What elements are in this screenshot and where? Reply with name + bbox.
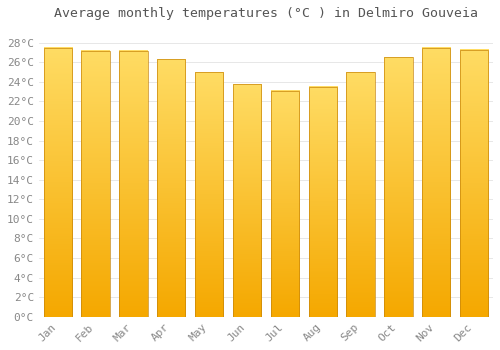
Bar (270, 91, 299, 317)
Bar (119, 50, 148, 317)
Bar (422, 48, 450, 317)
Bar (233, 84, 261, 317)
Bar (460, 50, 488, 317)
Bar (44, 48, 72, 317)
Title: Average monthly temperatures (°C ) in Delmiro Gouveia: Average monthly temperatures (°C ) in De… (54, 7, 478, 20)
Bar (384, 57, 412, 317)
Bar (308, 87, 337, 317)
Bar (195, 72, 224, 317)
Bar (346, 72, 375, 317)
Bar (157, 60, 186, 317)
Bar (82, 50, 110, 317)
